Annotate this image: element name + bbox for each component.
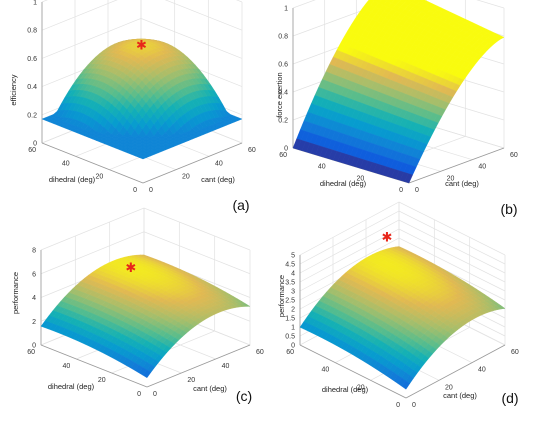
x-axis xyxy=(408,147,505,184)
y-tick-label: 60 xyxy=(279,152,287,159)
z-axis-label: performance xyxy=(11,272,20,314)
x-tick-label: 40 xyxy=(222,363,230,370)
z-tick-label: 3.5 xyxy=(285,280,295,287)
x-tick-label: 20 xyxy=(447,175,455,182)
z-axis-label: performance xyxy=(277,275,286,317)
y-tick-label: 40 xyxy=(62,160,70,167)
x-axis xyxy=(142,142,243,184)
optimum-marker: ✱ xyxy=(136,38,147,53)
surface-patch xyxy=(142,369,152,379)
x-tick-label: 40 xyxy=(478,367,486,374)
y-tick-label: 0 xyxy=(396,402,400,409)
y-tick-label: 40 xyxy=(63,363,71,370)
x-tick-label: 40 xyxy=(215,160,223,167)
x-tick-label: 0 xyxy=(153,391,157,398)
x-tick-label: 0 xyxy=(412,402,416,409)
z-tick-label: 8 xyxy=(32,248,36,255)
z-tick-label: 0 xyxy=(284,146,288,153)
z-tick-label: 2 xyxy=(32,319,36,326)
y-axis-label: dihedral (deg) xyxy=(49,175,96,184)
z-tick-label: 0 xyxy=(33,141,37,148)
z-axis-label: efficiency xyxy=(9,74,18,105)
z-tick-label: 1 xyxy=(284,6,288,13)
y-tick-label: 0 xyxy=(137,391,141,398)
y-tick-label: 0 xyxy=(399,187,403,194)
x-axis-label: cant (deg) xyxy=(193,384,227,393)
surface xyxy=(41,38,243,160)
surface-patch xyxy=(138,155,148,160)
y-tick-label: 0 xyxy=(133,187,137,194)
panel-label: (a) xyxy=(232,197,249,213)
x-tick-label: 40 xyxy=(478,164,486,171)
y-axis xyxy=(40,344,148,388)
x-axis xyxy=(405,344,506,399)
z-tick-label: 0.6 xyxy=(278,62,288,69)
optimum-marker: ✱ xyxy=(382,231,393,246)
z-tick-label: 1.5 xyxy=(285,316,295,323)
z-tick-label: 5 xyxy=(291,253,295,260)
z-tick-label: 2.5 xyxy=(285,298,295,305)
z-tick-label: 4.5 xyxy=(285,262,295,269)
z-tick-label: 6 xyxy=(32,271,36,278)
z-tick-label: 4 xyxy=(291,271,295,278)
panel-label: (b) xyxy=(500,201,517,217)
y-tick-label: 40 xyxy=(318,164,326,171)
x-axis-label: cant (deg) xyxy=(443,391,477,400)
chart-panel-d: ✱00.511.522.533.544.5502040600204060cant… xyxy=(277,201,519,409)
y-tick-label: 20 xyxy=(357,384,365,391)
panel-label: (d) xyxy=(501,390,518,406)
z-tick-label: 3 xyxy=(291,289,295,296)
z-tick-label: 4 xyxy=(32,295,36,302)
z-tick-label: 1 xyxy=(33,0,37,7)
x-tick-label: 60 xyxy=(511,349,519,356)
surface xyxy=(40,254,251,379)
y-tick-label: 20 xyxy=(96,174,104,181)
x-axis xyxy=(146,344,251,388)
surface-patch xyxy=(401,380,411,390)
z-tick-label: 0.5 xyxy=(285,334,295,341)
x-tick-label: 20 xyxy=(445,384,453,391)
panel-label: (c) xyxy=(236,388,252,404)
optimum-marker: ✱ xyxy=(125,261,136,276)
z-tick-label: 1 xyxy=(291,325,295,332)
surface-patch xyxy=(404,173,413,184)
y-axis-label: dihedral (deg) xyxy=(322,385,369,394)
x-axis-label: cant (deg) xyxy=(201,175,235,184)
x-tick-label: 60 xyxy=(256,349,264,356)
z-tick-label: 2 xyxy=(291,307,295,314)
y-tick-label: 60 xyxy=(286,349,294,356)
x-tick-label: 60 xyxy=(510,152,518,159)
z-tick-label: 0.2 xyxy=(278,118,288,125)
x-tick-label: 20 xyxy=(182,174,190,181)
z-tick-label: 0.4 xyxy=(27,84,37,91)
x-axis-label: cant (deg) xyxy=(445,179,479,188)
x-tick-label: 0 xyxy=(415,187,419,194)
y-axis-label: dihedral (deg) xyxy=(48,382,95,391)
z-tick-label: 0 xyxy=(32,343,36,350)
z-tick-label: 0.8 xyxy=(27,28,37,35)
surface xyxy=(292,0,505,184)
x-tick-label: 0 xyxy=(149,187,153,194)
surface xyxy=(299,246,506,390)
z-tick-label: 0.8 xyxy=(278,34,288,41)
z-tick-label: 0 xyxy=(291,343,295,350)
y-tick-label: 40 xyxy=(322,367,330,374)
y-tick-label: 20 xyxy=(98,377,106,384)
y-axis xyxy=(41,142,144,184)
z-axis-label: force exertion xyxy=(275,72,284,117)
z-tick-label: 0.6 xyxy=(27,56,37,63)
y-tick-label: 20 xyxy=(357,175,365,182)
z-tick-label: 0.4 xyxy=(278,90,288,97)
y-axis xyxy=(299,344,407,399)
y-axis-label: dihedral (deg) xyxy=(320,179,367,188)
y-tick-label: 60 xyxy=(27,349,35,356)
y-tick-label: 60 xyxy=(28,147,36,154)
z-tick-label: 0.2 xyxy=(27,112,37,119)
x-tick-label: 20 xyxy=(187,377,195,384)
x-tick-label: 60 xyxy=(248,147,256,154)
